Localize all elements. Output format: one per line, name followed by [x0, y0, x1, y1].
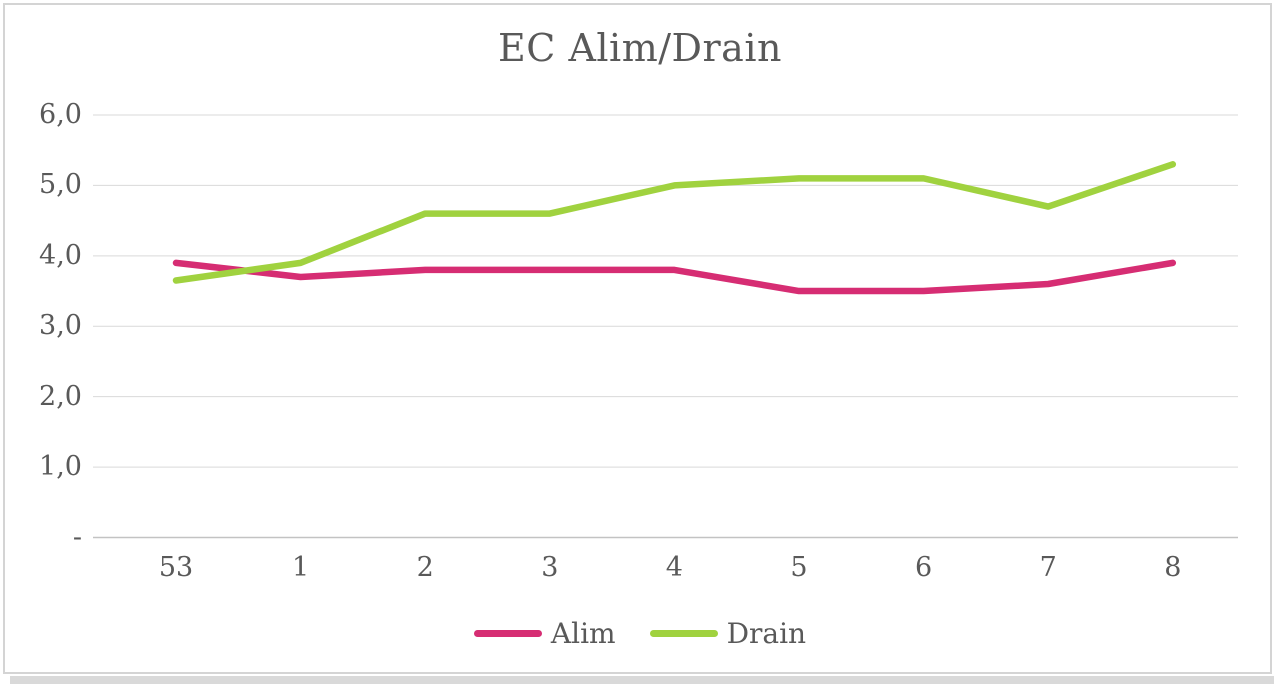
- chart-title: EC Alim/Drain: [498, 26, 782, 70]
- y-tick-label: 4,0: [39, 239, 82, 271]
- legend-item-alim: Alim: [473, 617, 616, 650]
- chart-frame-shadow: [10, 676, 1274, 684]
- x-tick-label: 7: [1039, 552, 1057, 583]
- y-tick-label: 6,0: [39, 99, 82, 130]
- x-tick-label: 6: [915, 552, 933, 583]
- x-tick-label: 5: [790, 552, 808, 583]
- series-line-drain: [172, 161, 1177, 284]
- x-tick-label: 53: [158, 552, 194, 583]
- legend-item-drain: Drain: [649, 617, 807, 650]
- legend-label-alim: Alim: [550, 617, 616, 650]
- y-tick-label: 1,0: [39, 451, 82, 483]
- legend: Alim Drain: [0, 617, 1280, 650]
- legend-label-drain: Drain: [726, 617, 807, 650]
- y-tick-label: -: [72, 521, 82, 553]
- drain-line-swatch-icon: [649, 630, 718, 637]
- x-tick-label: 4: [665, 552, 683, 583]
- y-tick-label: 3,0: [39, 310, 82, 342]
- y-tick-label: 5,0: [39, 169, 82, 201]
- y-tick-label: 2,0: [39, 380, 82, 412]
- x-tick-label: 2: [416, 552, 434, 583]
- series-line-alim: [172, 259, 1177, 295]
- alim-line-swatch-icon: [473, 630, 542, 637]
- x-tick-label: 1: [292, 552, 310, 583]
- x-tick-label: 3: [541, 552, 559, 583]
- x-tick-label: 8: [1164, 552, 1182, 583]
